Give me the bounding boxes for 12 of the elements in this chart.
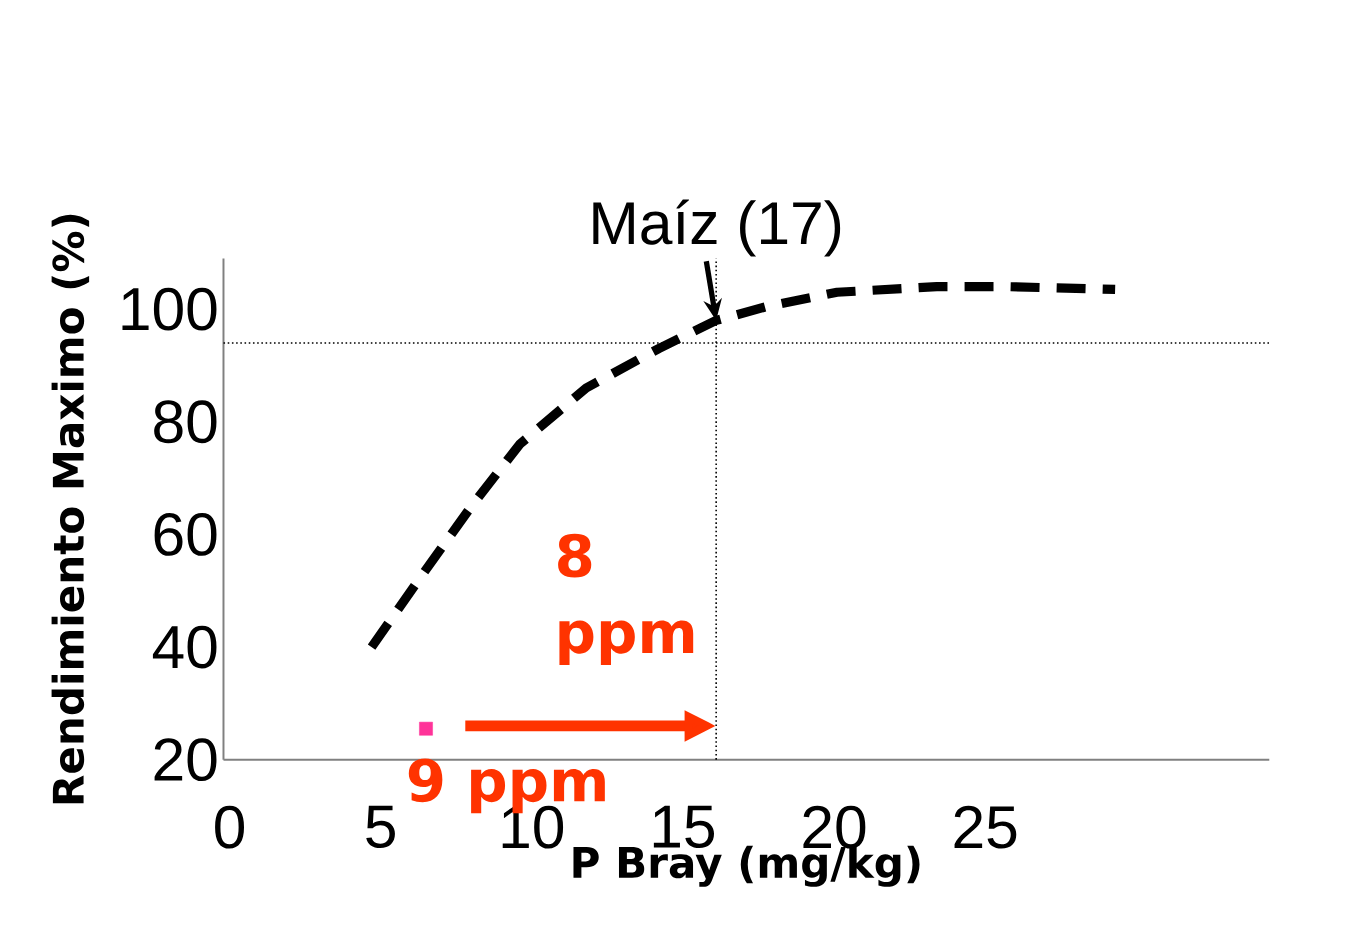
x-tick-label: 25: [954, 805, 1017, 849]
x-tick-label: 0: [215, 805, 244, 849]
y-tick-label: 40: [152, 625, 217, 669]
y-axis-title: Rendimiento Maximo (%): [51, 214, 90, 804]
y-tick-label: 20: [154, 738, 217, 781]
y-tick-label: 80: [154, 400, 217, 444]
x-tick-label: 15: [653, 805, 715, 848]
y-tick-label: 100: [122, 287, 217, 331]
y-tick-label: 60: [154, 512, 217, 556]
annotation: Maíz (17): [593, 199, 841, 257]
x-tick-label: 5: [366, 805, 395, 848]
annotation: 8 ppm: [558, 533, 694, 665]
